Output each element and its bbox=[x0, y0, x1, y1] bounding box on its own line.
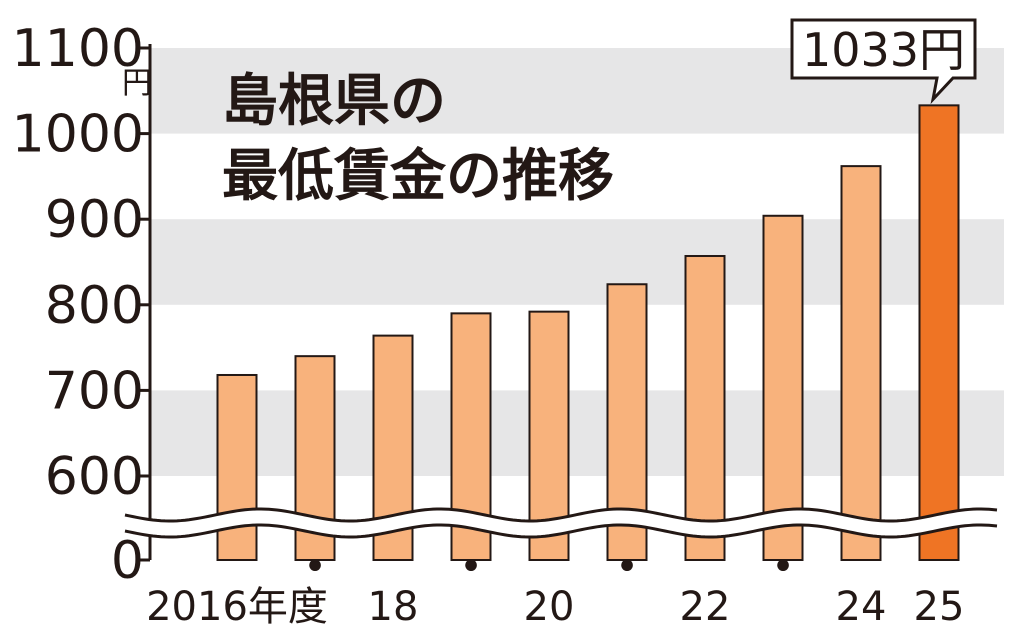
x-tick-label: 20 bbox=[524, 584, 575, 630]
x-tick-label: 25 bbox=[914, 584, 965, 630]
x-tick-label: 2016年度 bbox=[146, 584, 328, 630]
axis-break-gap bbox=[125, 509, 997, 537]
x-tick-label: 22 bbox=[680, 584, 731, 630]
bar-2025 bbox=[918, 104, 960, 562]
callout-label: 1033円 bbox=[802, 23, 965, 77]
x-tick-label: 24 bbox=[836, 584, 887, 630]
bar-2022 bbox=[684, 255, 726, 561]
y-axis bbox=[140, 44, 152, 562]
axis-break-line-lower bbox=[124, 523, 998, 539]
y-tick-label: 700 bbox=[45, 361, 144, 421]
y-tick-label: 1100 bbox=[12, 19, 144, 79]
axis-break bbox=[124, 507, 998, 539]
x-tick-label: 18 bbox=[368, 584, 419, 630]
bar-2016 bbox=[216, 373, 258, 561]
y-tick-label: 1000 bbox=[12, 105, 144, 165]
y-tick-label: 800 bbox=[45, 276, 144, 336]
highlight-callout: 1033円 bbox=[790, 18, 977, 105]
bar-2023 bbox=[762, 214, 804, 561]
bar-2024 bbox=[840, 165, 882, 562]
x-tick-dot: • bbox=[615, 544, 639, 590]
chart-title-line-2: 最低賃金の推移 bbox=[222, 144, 614, 209]
y-tick-label: 600 bbox=[45, 447, 144, 507]
chart-title-line-1: 島根県の bbox=[222, 69, 446, 134]
x-tick-labels: 2016年度•18•20•22•24 25 bbox=[146, 544, 964, 630]
y-tick-labels: 1100 1000 900 800 700 600 0 bbox=[12, 19, 144, 591]
x-tick-dot: • bbox=[459, 544, 483, 590]
x-tick-dot: • bbox=[303, 544, 327, 590]
y-tick-label: 900 bbox=[45, 190, 144, 250]
y-tick-label: 0 bbox=[111, 531, 144, 591]
x-tick-dot: • bbox=[771, 544, 795, 590]
callout-box bbox=[790, 18, 977, 105]
y-unit-label: 円 bbox=[122, 66, 152, 101]
axis-break-line-upper bbox=[124, 507, 998, 523]
